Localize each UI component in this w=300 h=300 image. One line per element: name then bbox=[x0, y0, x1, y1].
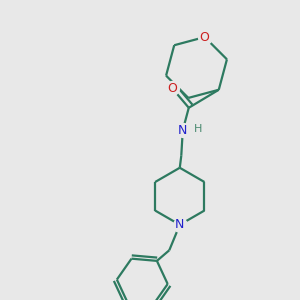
Text: O: O bbox=[200, 31, 210, 44]
Text: N: N bbox=[175, 218, 184, 231]
Text: H: H bbox=[194, 124, 202, 134]
Text: O: O bbox=[167, 82, 177, 95]
Text: N: N bbox=[178, 124, 188, 137]
